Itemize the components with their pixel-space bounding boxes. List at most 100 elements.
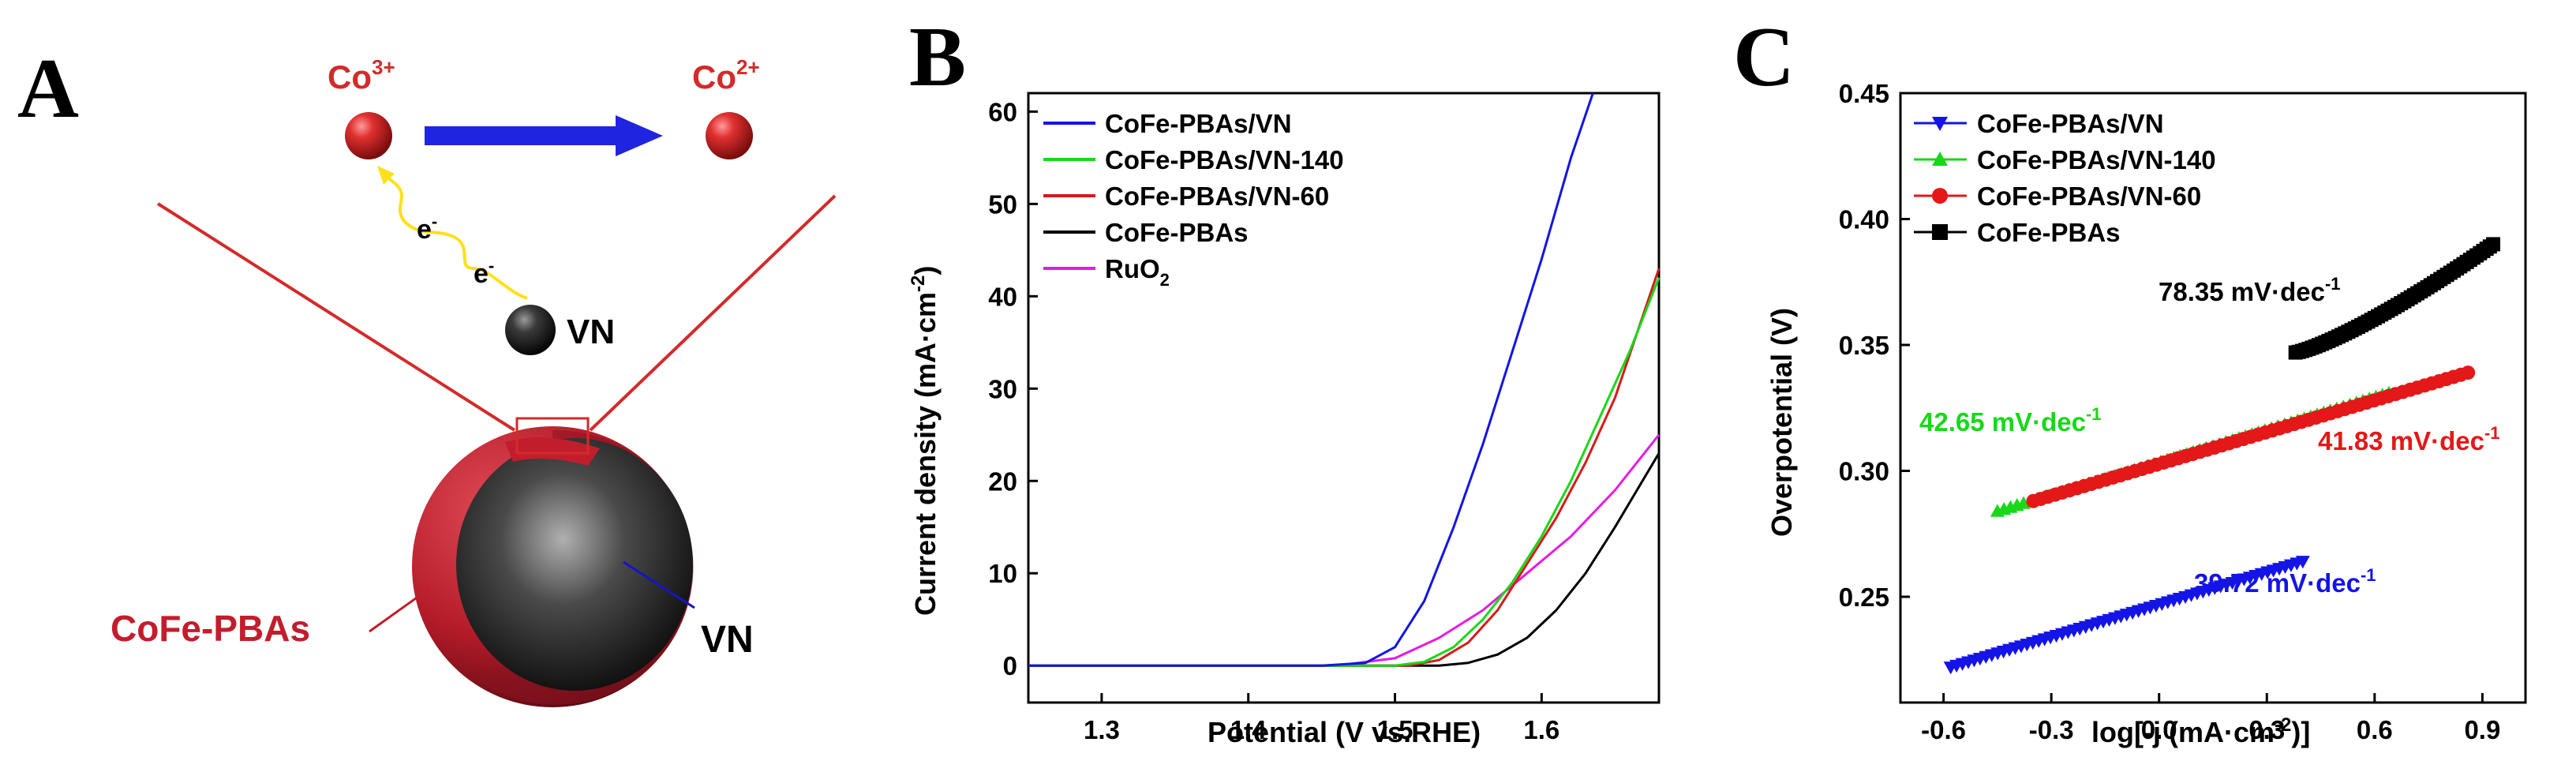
chart-c-legend-label: CoFe-PBAs: [1977, 218, 2121, 247]
funnel-line-left: [156, 202, 516, 432]
chart-c-legend-marker: [1932, 224, 1948, 240]
chart-c-point: [2295, 556, 2310, 569]
chart-c-xtick-label: 0.0: [2141, 715, 2177, 744]
chart-c-ytick-label: 0.35: [1839, 331, 1889, 360]
chart-c-point: [2486, 237, 2501, 252]
electron-label-1: e: [417, 215, 432, 245]
funnel-line-right: [589, 194, 837, 432]
chart-b-series: [1028, 92, 1661, 667]
chart-b-frame: [1027, 92, 1661, 704]
chart-b-series-line: [1028, 92, 1594, 667]
chart-c-legend: CoFe-PBAs/VN CoFe-PBAs/VN-140 CoFe-PBAs/VN…: [1914, 109, 2216, 247]
chart-c-legend-marker: [1932, 188, 1948, 204]
chart-b-ytick-label: 10: [988, 559, 1017, 588]
chart-c-ytick-label: 0.25: [1839, 583, 1889, 612]
chart-b-ytick-label: 60: [988, 97, 1017, 126]
vn-particle-label: VN: [567, 313, 615, 351]
electron-charge-1: -: [432, 212, 437, 231]
chart-c-ticks: -0.6 -0.3 0.0 0.3 0.6 0.9 0.25 0.30 0.35 0.40 0.45: [1839, 79, 2501, 744]
shell-pointer: [369, 586, 431, 633]
panel-b: B 1.3 1.4 1.5 1.6 0 10 20 30 40 50 60 CoFe-PBAs/VN…: [908, 10, 1661, 748]
reduction-arrow: [425, 115, 663, 156]
co3-ion-charge: 3+: [372, 55, 395, 79]
co2-ion-label: Co: [692, 58, 736, 96]
chart-b-legend-label: CoFe-PBAs: [1105, 218, 1249, 247]
electron-label-2: e: [474, 259, 489, 289]
chart-b-xtick-label: 1.6: [1523, 715, 1559, 744]
svg-text:Co3+: Co3+: [328, 55, 395, 96]
electron-transfer-path: [384, 174, 528, 300]
chart-b-series-line: [1028, 452, 1661, 667]
chart-c-legend-label: CoFe-PBAs/VN-60: [1977, 182, 2201, 211]
svg-text:e-: e-: [474, 256, 494, 289]
zoom-region-box: [515, 417, 590, 455]
chart-b-legend-label: RuO2: [1105, 254, 1170, 290]
chart-b-legend: CoFe-PBAs/VN CoFe-PBAs/VN-140 CoFe-PBAs/VN…: [1043, 109, 1344, 290]
chart-c-ytick-label: 0.45: [1839, 79, 1889, 108]
chart-c-xtick-label: 0.3: [2248, 715, 2285, 744]
panel-c: C -0.6 -0.3 0.0 0.3 0.6 0.9 0.25 0.30 0.35 0.40 0.…: [1733, 10, 2527, 748]
chart-c-xtick-label: -0.3: [2029, 715, 2074, 744]
chart-c-point: [2461, 365, 2476, 380]
chart-b-series-line: [1028, 268, 1661, 667]
chart-c-xtick-label: 0.9: [2464, 715, 2500, 744]
chart-b-ticks: 1.3 1.4 1.5 1.6 0 10 20 30 40 50 60: [988, 97, 1559, 744]
chart-b-ylabel-end: ): [909, 266, 942, 275]
svg-text:e-: e-: [417, 212, 437, 245]
shell-label: CoFe-PBAs: [110, 608, 310, 649]
chart-c-slope-label: 41.83 mV·dec-1: [2318, 423, 2500, 455]
chart-b-legend-label: CoFe-PBAs/VN: [1105, 109, 1292, 138]
chart-b-xlabel: Potential (V vs.RHE): [1208, 716, 1481, 748]
chart-b-ytick-label: 30: [988, 374, 1017, 403]
chart-c-legend-label: CoFe-PBAs/VN: [1977, 109, 2164, 138]
chart-c-legend-marker: [1932, 117, 1948, 131]
co2-ion-charge: 2+: [736, 55, 760, 79]
chart-b-ytick-label: 0: [1003, 651, 1017, 680]
chart-b-xtick-label: 1.4: [1230, 715, 1267, 744]
svg-text:Co2+: Co2+: [692, 55, 760, 96]
core-pointer: [623, 560, 695, 609]
electron-arrow-head-icon: [377, 166, 395, 185]
chart-c-ytick-label: 0.30: [1839, 457, 1889, 486]
chart-c-ylabel: Overpotential (V): [1765, 308, 1798, 537]
chart-b-series-line: [1028, 433, 1661, 667]
chart-c-ytick-label: 0.40: [1839, 205, 1889, 234]
core-shell-sphere: [412, 426, 694, 707]
chart-b-ylabel-sup: -2: [908, 275, 929, 292]
chart-c-xlabel-end: )]: [2291, 716, 2310, 748]
chart-c-xlabel-base: log[-j (mA·cm: [2091, 716, 2275, 748]
chart-c-xlabel: log[-j (mA·cm-2)]: [2091, 714, 2310, 748]
chart-b-series-line: [1028, 277, 1661, 667]
chart-c-slope-label: 39.72 mV·dec-1: [2194, 565, 2376, 598]
panel-label-c: C: [1733, 10, 1795, 104]
co2-ion: Co2+: [692, 55, 760, 159]
panel-a: A Co3+ Co2+ e- e-: [17, 42, 837, 707]
core-label: VN: [701, 619, 754, 661]
chart-b-ytick-label: 50: [988, 189, 1017, 219]
co3-ion-label: Co: [328, 58, 372, 96]
chart-b-legend-label: CoFe-PBAs/VN-140: [1105, 145, 1344, 174]
chart-b-legend-label: CoFe-PBAs/VN-60: [1105, 182, 1329, 211]
chart-b-xtick-label: 1.3: [1084, 715, 1120, 744]
chart-b-ytick-label: 20: [988, 467, 1017, 496]
chart-c-slope-label: 78.35 mV·dec-1: [2159, 274, 2341, 306]
chart-c-xtick-label: 0.6: [2357, 715, 2393, 744]
chart-c-xlabel-sup: -2: [2275, 714, 2291, 736]
chart-c-legend-marker: [1932, 152, 1948, 166]
chart-c-legend-label: CoFe-PBAs/VN-140: [1977, 145, 2216, 174]
panel-label-b: B: [909, 10, 966, 104]
panel-label-a: A: [17, 42, 79, 136]
electron-charge-2: -: [489, 256, 494, 275]
chart-b-ylabel: Current density (mA·cm-2): [908, 266, 942, 616]
vn-particle: [505, 305, 556, 355]
chart-b-xtick-label: 1.5: [1377, 715, 1413, 744]
chart-c-slope-label: 42.65 mV·dec-1: [1919, 404, 2102, 437]
chart-c-frame: [1899, 92, 2527, 704]
co3-ion: Co3+: [328, 55, 395, 159]
chart-c-slope-labels: 39.72 mV·dec-1 42.65 mV·dec-1 41.83 mV·dec…: [1919, 274, 2500, 598]
chart-c-xtick-label: -0.6: [1921, 715, 1966, 744]
chart-c-series: [1943, 237, 2501, 675]
chart-b-ylabel-base: Current density (mA·cm: [909, 292, 942, 616]
chart-b-ytick-label: 40: [988, 282, 1017, 311]
